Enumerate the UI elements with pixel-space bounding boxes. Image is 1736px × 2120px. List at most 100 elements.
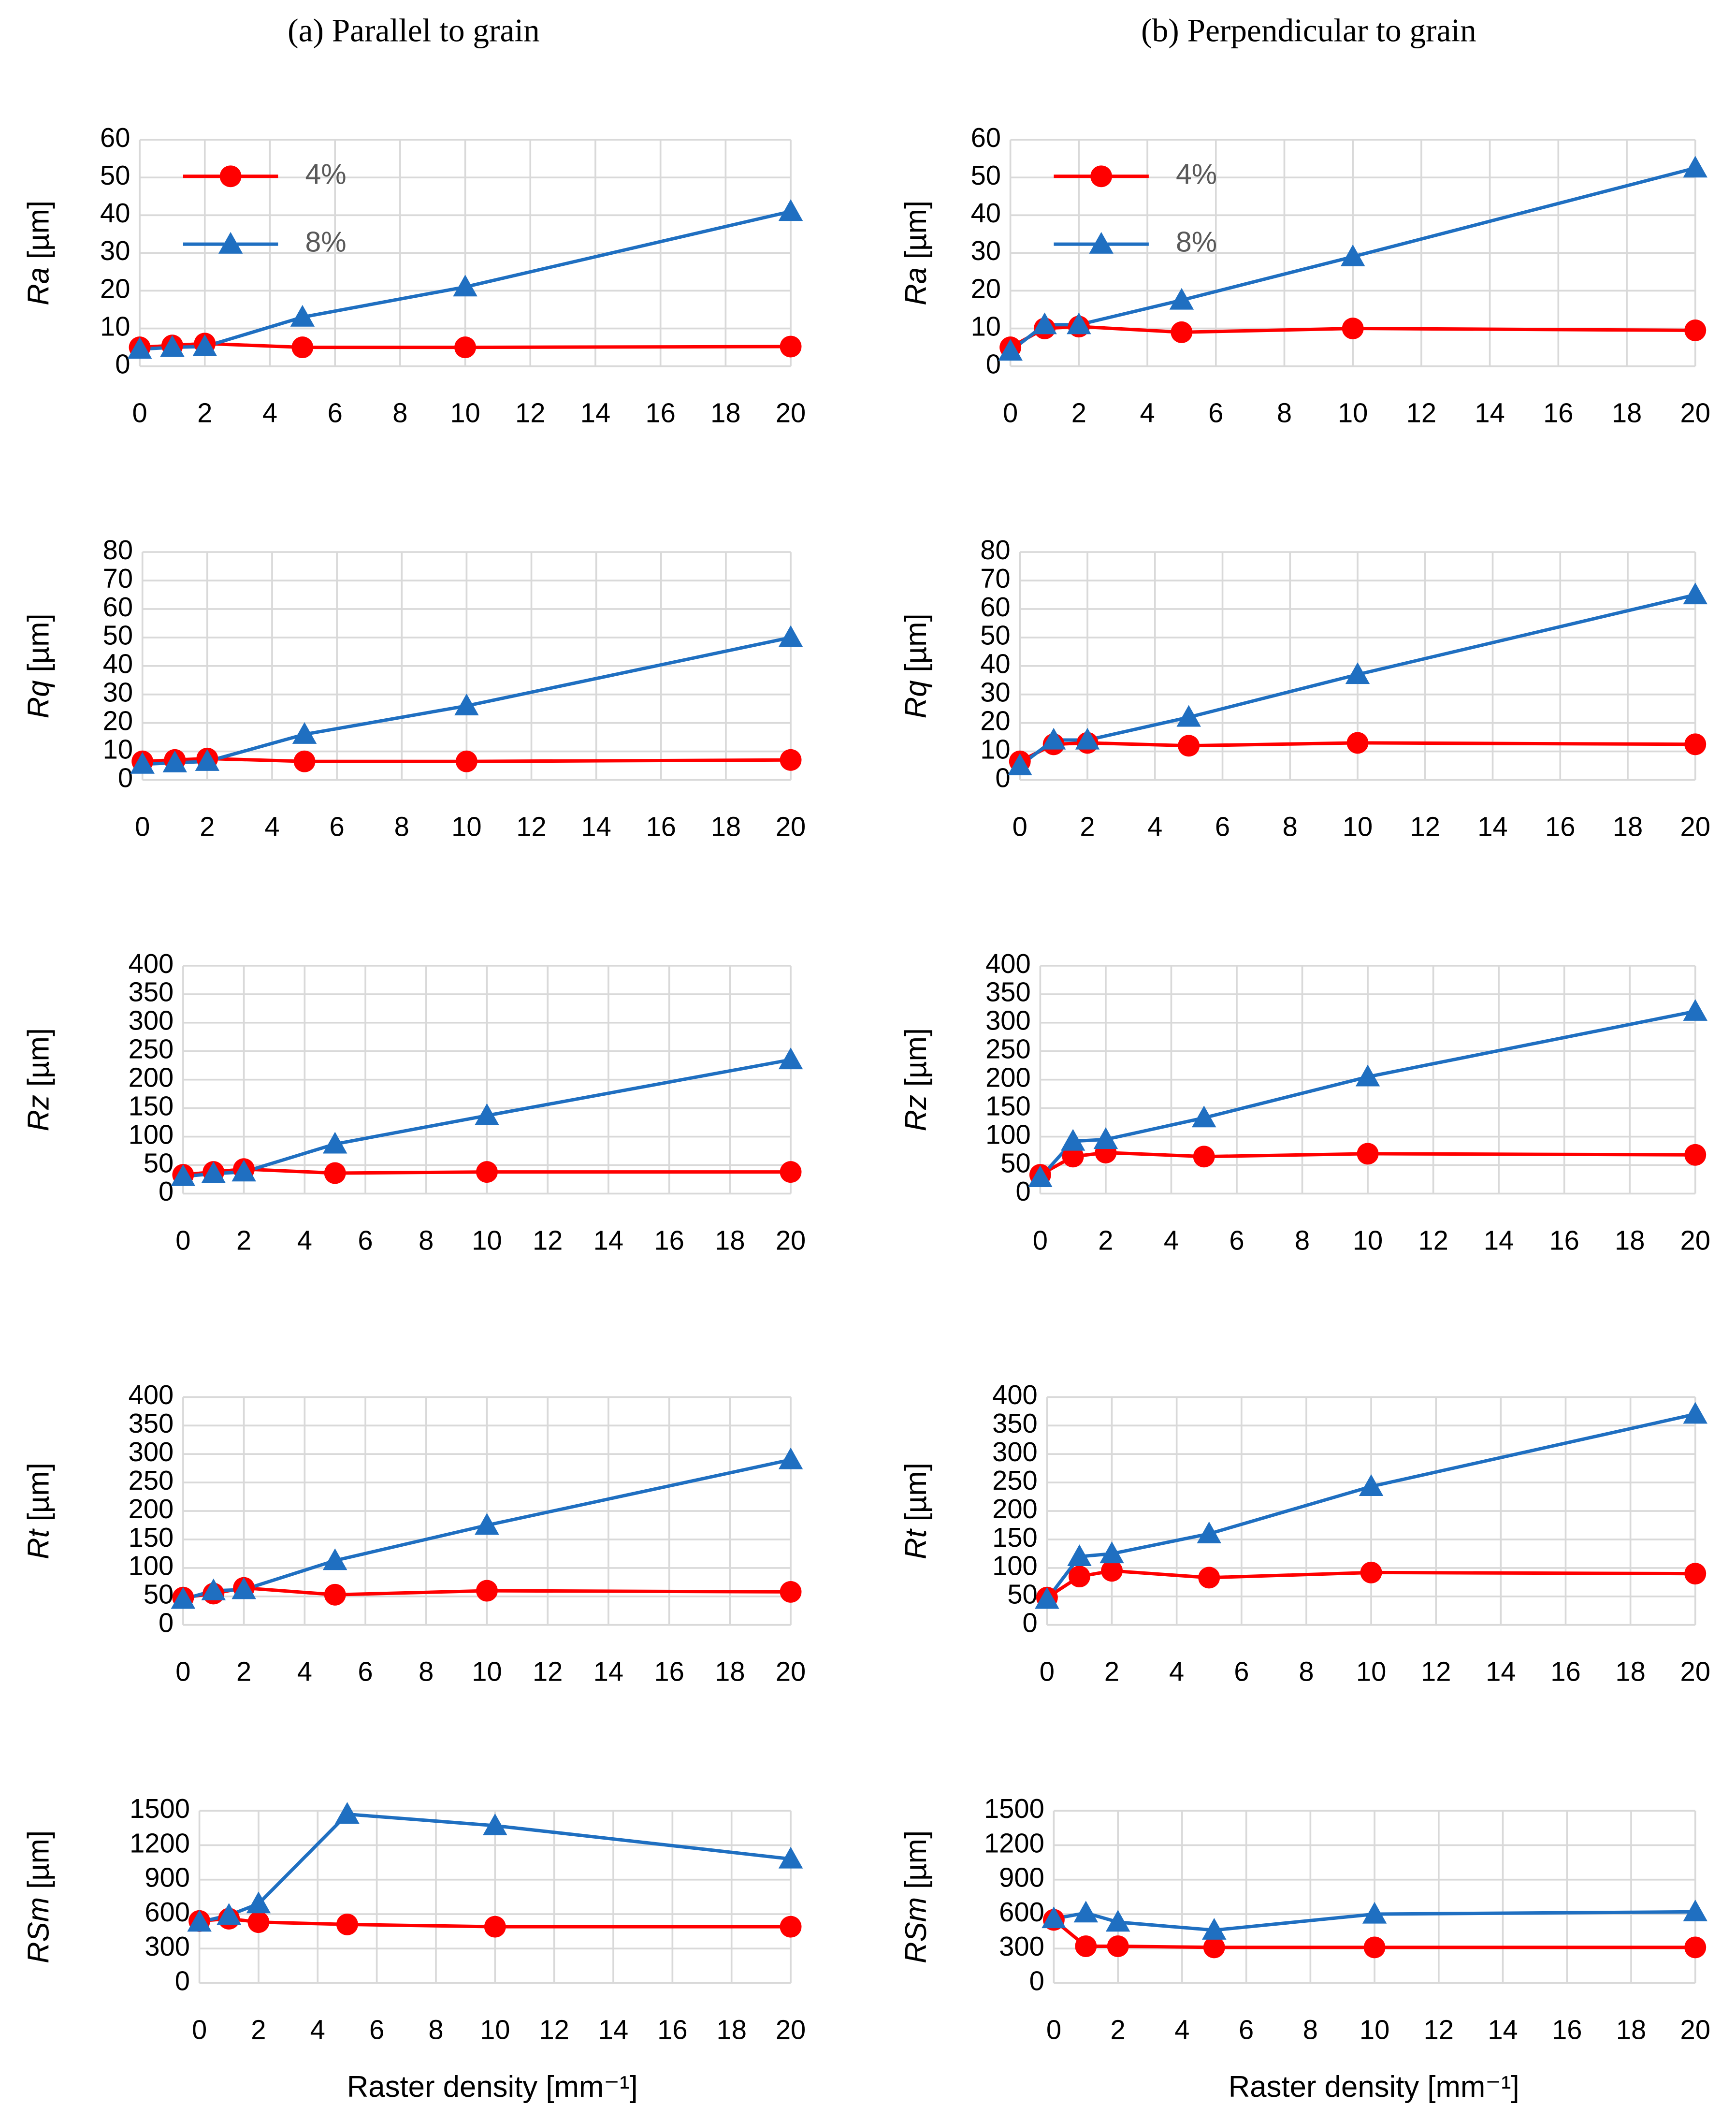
marker-circle <box>455 750 477 772</box>
y-tick-label: 400 <box>129 948 174 979</box>
marker-triangle <box>1683 582 1708 605</box>
x-tick-label: 4 <box>310 2014 325 2045</box>
marker-triangle <box>1035 1587 1059 1609</box>
x-tick-label: 14 <box>1477 811 1507 842</box>
marker-triangle <box>778 1047 803 1070</box>
y-tick-label: 250 <box>985 1034 1031 1064</box>
y-tick-label: 100 <box>129 1119 174 1149</box>
y-tick-label: 300 <box>999 1931 1044 1961</box>
x-tick-label: 20 <box>776 1225 806 1255</box>
y-tick-label: 0 <box>159 1176 174 1206</box>
marker-circle <box>1198 1567 1220 1589</box>
y-tick-label: 10 <box>100 311 130 341</box>
x-tick-label: 10 <box>472 1225 502 1255</box>
x-tick-label: 6 <box>1234 1656 1249 1687</box>
legend-label: 8% <box>1176 227 1217 258</box>
y-tick-label: 250 <box>992 1465 1038 1496</box>
marker-triangle <box>1042 1906 1066 1929</box>
y-axis-symbol: Rq <box>899 680 933 718</box>
x-tick-label: 2 <box>1080 811 1095 842</box>
marker-triangle <box>1683 156 1708 178</box>
marker-circle <box>1193 1146 1215 1168</box>
y-axis-unit: [µm] <box>899 613 933 672</box>
y-tick-label: 200 <box>129 1494 174 1524</box>
y-axis-unit: [µm] <box>22 201 56 259</box>
marker-triangle <box>130 752 155 774</box>
x-tick-label: 16 <box>654 1656 684 1687</box>
marker-triangle <box>1073 1901 1099 1923</box>
x-tick-label: 12 <box>1421 1656 1451 1687</box>
x-tick-label: 12 <box>1410 811 1440 842</box>
x-tick-label: 16 <box>1549 1225 1579 1255</box>
x-tick-label: 6 <box>328 398 343 428</box>
x-tick-label: 12 <box>1406 398 1436 428</box>
x-axis-label: Raster density [mm⁻¹] <box>347 2070 638 2104</box>
marker-triangle <box>1345 662 1370 684</box>
x-tick-label: 2 <box>200 811 215 842</box>
y-axis-symbol: Rz <box>22 1095 56 1132</box>
y-tick-label: 150 <box>129 1522 174 1553</box>
marker-triangle <box>778 1447 803 1469</box>
marker-circle <box>780 1916 802 1938</box>
marker-circle <box>454 336 477 359</box>
y-tick-label: 100 <box>129 1551 174 1581</box>
legend-marker <box>219 165 242 188</box>
y-tick-label: 20 <box>103 706 133 736</box>
x-tick-label: 16 <box>646 811 676 842</box>
y-tick-label: 150 <box>985 1090 1031 1121</box>
x-tick-label: 14 <box>1488 2014 1518 2045</box>
x-tick-label: 2 <box>1111 2014 1126 2045</box>
x-tick-label: 4 <box>1140 398 1155 428</box>
y-tick-label: 300 <box>145 1931 190 1961</box>
marker-triangle <box>1067 312 1091 334</box>
x-tick-label: 8 <box>1303 2014 1318 2045</box>
x-tick-label: 18 <box>716 2014 746 2045</box>
y-axis-unit: [µm] <box>22 1463 56 1521</box>
marker-circle <box>780 1581 802 1603</box>
chart: 0 10 20 30 40 50 60 0 2 4 6 8 10 12 14 16 18 20 Ra [µm] 4% 8% <box>22 122 806 428</box>
y-tick-label: 1500 <box>984 1793 1044 1824</box>
marker-triangle <box>483 1813 507 1835</box>
x-tick-label: 18 <box>1615 1225 1645 1255</box>
marker-triangle <box>1197 1521 1221 1543</box>
x-tick-label: 2 <box>197 398 212 428</box>
x-tick-label: 18 <box>1616 2014 1646 2045</box>
y-tick-label: 100 <box>985 1119 1031 1149</box>
x-tick-label: 0 <box>1013 811 1027 842</box>
x-tick-label: 20 <box>1680 811 1710 842</box>
y-axis-symbol: Rz <box>899 1095 933 1132</box>
y-axis-label: RSm [µm] <box>899 1830 933 1963</box>
y-axis-unit: [µm] <box>22 1830 56 1889</box>
marker-circle <box>1360 1561 1382 1583</box>
y-tick-label: 400 <box>992 1379 1038 1410</box>
x-tick-label: 0 <box>1033 1225 1048 1255</box>
chart: 0 10 20 30 40 50 60 0 2 4 6 8 10 12 14 16 18 20 Ra [µm] 4% 8% <box>899 122 1710 428</box>
marker-triangle <box>322 1132 347 1154</box>
y-tick-label: 40 <box>100 198 130 228</box>
legend-label: 4% <box>305 159 346 190</box>
marker-circle <box>1684 1936 1707 1959</box>
marker-circle <box>1684 319 1707 341</box>
marker-circle <box>1069 1566 1090 1588</box>
marker-circle <box>1178 735 1200 757</box>
x-tick-label: 14 <box>580 398 610 428</box>
y-axis-symbol: Rt <box>899 1528 933 1559</box>
marker-triangle <box>778 1846 803 1869</box>
legend-label: 4% <box>1176 159 1217 190</box>
marker-triangle <box>1067 1544 1092 1566</box>
marker-circle <box>1684 1563 1707 1585</box>
y-tick-label: 0 <box>118 762 133 793</box>
y-tick-label: 350 <box>129 1408 174 1438</box>
marker-triangle <box>475 1513 499 1535</box>
x-tick-label: 10 <box>472 1656 502 1687</box>
marker-circle <box>1342 318 1364 340</box>
y-tick-label: 50 <box>971 160 1001 190</box>
y-tick-label: 150 <box>992 1522 1038 1553</box>
x-tick-label: 16 <box>645 398 675 428</box>
y-tick-label: 70 <box>103 563 133 594</box>
